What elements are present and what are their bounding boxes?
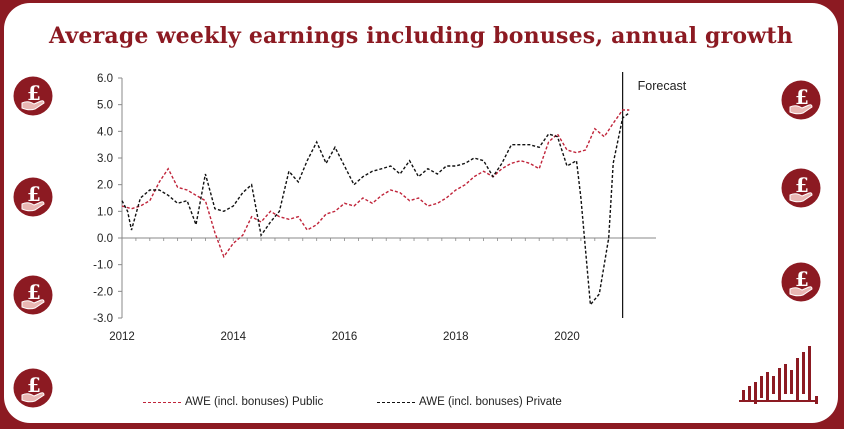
x-tick-label: 2014 [220, 331, 246, 343]
x-tick-label: 2018 [443, 331, 469, 343]
y-tick-label: 0.0 [97, 233, 113, 245]
pound-hand-icon [781, 168, 821, 208]
legend-label-public: AWE (incl. bonuses) Public [185, 396, 324, 408]
legend-item-private: AWE (incl. bonuses) Private [377, 396, 562, 408]
pound-hand-icon [13, 177, 53, 217]
forecast-marker: Forecast [622, 72, 687, 318]
y-tick-label: 3.0 [97, 153, 113, 165]
series-public-line [121, 109, 630, 259]
legend-label-private: AWE (incl. bonuses) Private [419, 396, 562, 408]
series-lines [121, 109, 630, 307]
pound-hand-icon [13, 76, 53, 116]
y-tick-label: 4.0 [97, 126, 113, 138]
chart-legend: AWE (incl. bonuses) Public AWE (incl. bo… [0, 396, 834, 414]
y-tick-label: 1.0 [97, 206, 113, 218]
series-private-line [121, 112, 630, 307]
x-tick-label: 2012 [109, 331, 135, 343]
y-tick-label: 6.0 [97, 73, 113, 85]
y-tick-label: -1.0 [93, 260, 113, 272]
pound-hand-icon [781, 262, 821, 302]
legend-item-public: AWE (incl. bonuses) Public [143, 396, 323, 408]
legend-swatch-public [143, 401, 181, 403]
y-tick-label: 5.0 [97, 100, 113, 112]
bar-signal-icon [739, 346, 818, 404]
y-tick-label: -3.0 [93, 313, 113, 325]
x-tick-label: 2016 [332, 331, 358, 343]
legend-swatch-private [377, 401, 415, 403]
pound-hand-icon [13, 275, 53, 315]
chart-frame: Average weekly earnings including bonuse… [4, 3, 838, 423]
pound-hand-icon [781, 80, 821, 120]
y-tick-label: 2.0 [97, 180, 113, 192]
y-tick-label: -2.0 [93, 286, 113, 298]
x-tick-label: 2020 [554, 331, 580, 343]
forecast-label: Forecast [638, 79, 687, 93]
axes: -3.0 -2.0 -1.0 0.0 1.0 2.0 3.0 4.0 5.0 6.0 2012 201… [93, 73, 656, 343]
chart-title: Average weekly earnings including bonuse… [49, 23, 793, 49]
